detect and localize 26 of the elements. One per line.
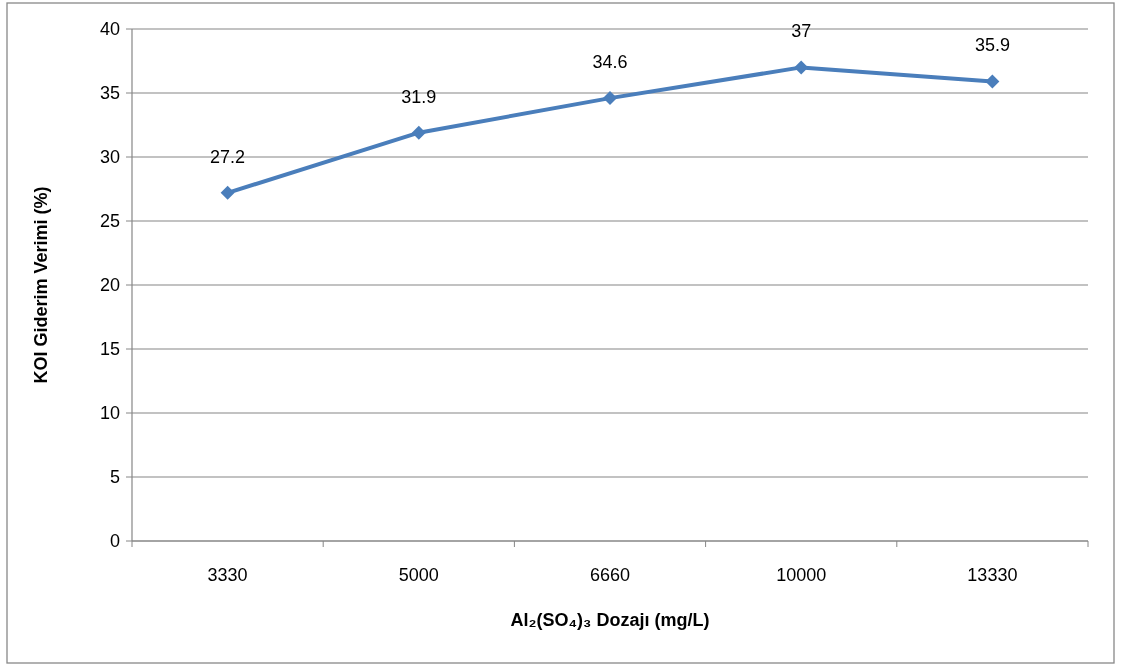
data-label: 31.9 xyxy=(401,86,437,107)
point xyxy=(985,74,1000,89)
y-tick-label: 5 xyxy=(109,467,120,488)
y-tick-label: 10 xyxy=(99,403,120,424)
point xyxy=(794,60,809,75)
y-tick-label: 0 xyxy=(109,531,120,552)
point xyxy=(603,91,617,106)
point xyxy=(220,185,235,200)
y-axis-title: KOI Giderim Verimi (%) xyxy=(31,186,51,384)
y-tick-label: 20 xyxy=(99,275,120,296)
x-tick-label: 10000 xyxy=(776,565,827,585)
y-tick-label: 30 xyxy=(99,147,120,168)
data-label: 27.2 xyxy=(210,146,246,167)
x-tick-label: 13330 xyxy=(967,565,1018,585)
x-tick-label: 6660 xyxy=(589,565,631,585)
point xyxy=(411,125,426,140)
x-tick-label: 5000 xyxy=(398,565,439,585)
data-label: 35.9 xyxy=(974,35,1010,56)
y-tick-label: 40 xyxy=(99,19,120,40)
data-label: 34.6 xyxy=(592,52,628,73)
x-tick-label: 3330 xyxy=(207,565,248,585)
y-tick-label: 35 xyxy=(99,83,120,104)
data-label: 37 xyxy=(791,21,812,42)
y-tick-label: 25 xyxy=(99,211,120,232)
y-tick-label: 15 xyxy=(99,339,120,360)
x-axis-title: Al₂(SO₄)₃ Dozajı (mg/L) xyxy=(510,610,710,630)
